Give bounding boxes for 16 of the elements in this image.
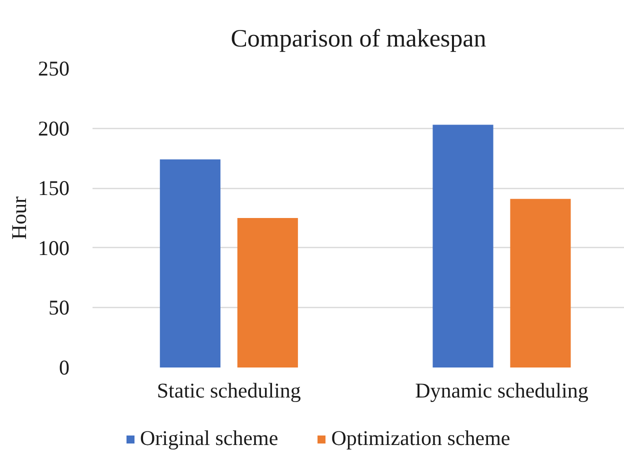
bar (160, 159, 220, 368)
y-tick-label: 100 (38, 236, 70, 260)
x-tick-label: Dynamic scheduling (415, 378, 589, 402)
bar (432, 124, 494, 368)
bar (510, 198, 571, 368)
y-axis-title: Hour (7, 196, 31, 240)
y-tick-label: 250 (38, 56, 70, 80)
y-tick-label: 0 (59, 356, 70, 380)
y-tick-label: 200 (38, 116, 70, 140)
x-tick-label: Static scheduling (156, 378, 302, 402)
y-tick-label: 50 (48, 296, 70, 320)
legend-label: Original scheme (140, 426, 278, 451)
legend-label: Optimization scheme (331, 426, 510, 451)
y-tick-label: 150 (38, 176, 70, 200)
chart-title: Comparison of makespan (230, 26, 487, 52)
bar (237, 218, 298, 368)
